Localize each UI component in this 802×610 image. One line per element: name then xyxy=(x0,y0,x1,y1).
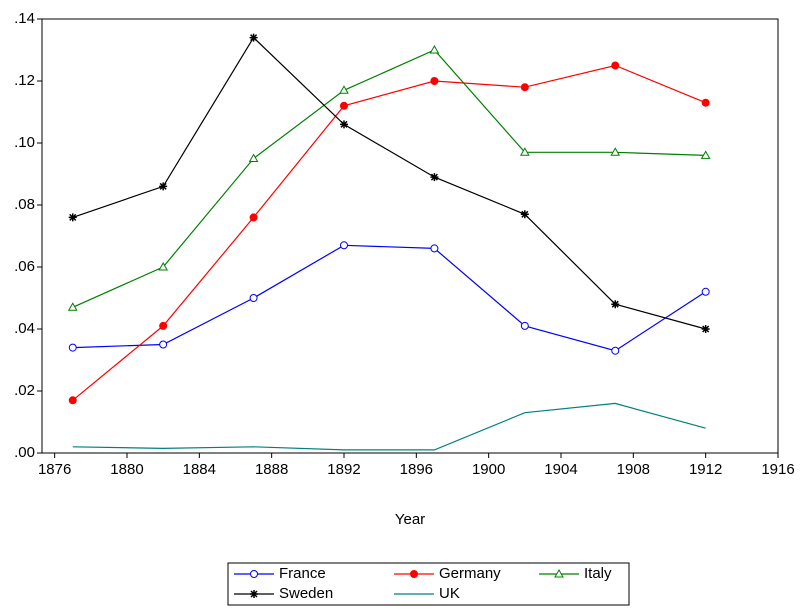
marker xyxy=(250,570,258,578)
marker xyxy=(554,568,564,578)
y-tick-label: .08 xyxy=(14,196,35,213)
plot-frame xyxy=(41,18,779,454)
marker xyxy=(339,241,348,250)
marker xyxy=(68,213,77,222)
marker xyxy=(158,261,169,271)
legend-label: UK xyxy=(439,585,460,602)
marker xyxy=(339,85,349,94)
y-tick-label: .10 xyxy=(14,134,35,151)
series-line xyxy=(72,64,706,401)
marker xyxy=(68,396,77,405)
marker xyxy=(248,153,259,162)
marker xyxy=(159,340,168,349)
marker xyxy=(159,182,168,191)
x-tick-label: 1888 xyxy=(255,461,288,478)
marker xyxy=(701,287,710,296)
x-tick-label: 1908 xyxy=(617,461,650,478)
marker xyxy=(159,321,168,330)
y-tick-label: .00 xyxy=(14,444,35,461)
marker xyxy=(700,150,711,159)
legend-label: France xyxy=(279,565,326,582)
y-tick-label: .12 xyxy=(14,72,35,89)
y-tick-label: .04 xyxy=(14,320,35,337)
x-tick-label: 1880 xyxy=(110,461,143,478)
x-tick-label: 1912 xyxy=(689,461,722,478)
marker xyxy=(339,101,348,110)
marker xyxy=(250,590,258,598)
x-tick-label: 1892 xyxy=(327,461,360,478)
x-tick-label: 1916 xyxy=(761,461,794,478)
marker xyxy=(430,77,439,85)
marker xyxy=(520,321,529,330)
legend-box xyxy=(227,562,630,606)
legend-label: Germany xyxy=(439,565,501,582)
marker xyxy=(520,210,529,219)
marker xyxy=(611,300,620,309)
marker xyxy=(430,173,439,182)
legend-label: Italy xyxy=(584,565,612,582)
marker xyxy=(339,120,348,129)
marker xyxy=(430,244,439,253)
marker xyxy=(429,44,440,54)
marker xyxy=(611,61,620,70)
x-tick-label: 1904 xyxy=(544,461,577,478)
series-line xyxy=(72,244,706,352)
marker xyxy=(68,343,77,352)
marker xyxy=(67,302,78,311)
x-tick-label: 1876 xyxy=(38,461,71,478)
marker xyxy=(249,294,258,302)
x-tick-label: 1900 xyxy=(472,461,505,478)
x-tick-label: 1896 xyxy=(400,461,433,478)
series-line xyxy=(72,49,706,308)
y-tick-label: .14 xyxy=(14,10,35,27)
x-tick-label: 1884 xyxy=(183,461,216,478)
marker xyxy=(701,325,710,333)
marker xyxy=(701,98,710,107)
marker xyxy=(520,83,529,92)
series-line xyxy=(72,36,706,330)
marker xyxy=(611,346,620,355)
marker xyxy=(519,147,530,156)
series-line xyxy=(72,402,706,451)
marker xyxy=(610,147,621,156)
marker xyxy=(249,213,258,222)
marker xyxy=(249,33,258,42)
legend-label: Sweden xyxy=(279,585,333,602)
y-tick-label: .02 xyxy=(14,382,35,399)
x-axis-label: Year xyxy=(395,511,425,528)
marker xyxy=(410,570,418,578)
y-tick-label: .06 xyxy=(14,258,35,275)
